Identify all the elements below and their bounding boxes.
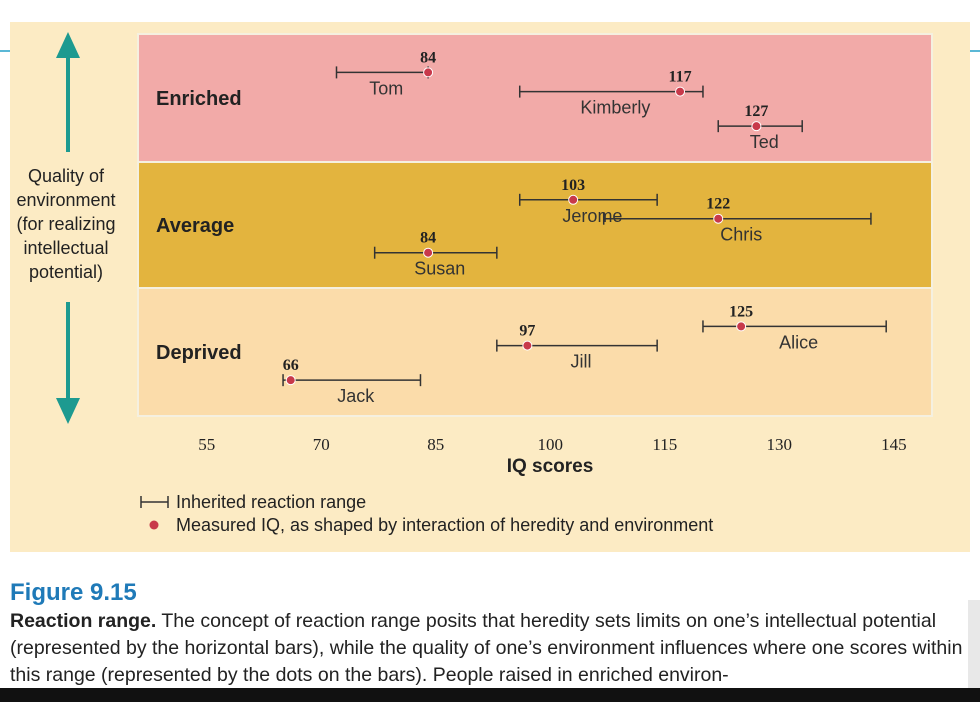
x-axis-title: IQ scores [507,456,594,477]
x-tick-label: 70 [313,435,330,454]
person-jack: 66 Jack [282,357,422,406]
row-band-deprived [137,287,933,417]
person-jerome: 103 Jerome [518,177,658,226]
person-name-label: Alice [779,332,818,352]
person-jill: 97 Jill [496,323,658,372]
row-bands: Enriched Average Deprived [137,33,933,417]
iq-value-label: 84 [420,49,436,66]
iq-dot [568,194,579,205]
person-susan: 84 Susan [373,230,498,279]
row-label-deprived: Deprived [156,342,242,364]
caption-body: Reaction range. The concept of reaction … [10,608,970,689]
figure-title: Figure 9.15 [10,579,137,606]
figure-caption: Figure 9.15 Reaction range. The concept … [10,578,970,689]
x-ticks: 55 70 85 100 115 130 145 [198,435,906,454]
x-tick-label: 130 [767,435,793,454]
y-label-line: environment [16,190,115,210]
left-edge-line [0,50,12,52]
person-ted: 127 Ted [717,103,803,152]
person-name-label: Kimberly [580,98,650,118]
iq-dot [736,321,747,332]
x-tick-label: 85 [427,435,444,454]
person-name-label: Ted [750,132,779,152]
iq-dot [423,247,434,258]
legend: Inherited reaction range Measured IQ, as … [140,492,713,535]
iq-value-label: 66 [283,357,299,374]
person-name-label: Tom [369,78,403,98]
caption-text: The concept of reaction range posits tha… [10,610,963,686]
person-kimberly: 117 Kimberly [518,69,704,118]
iq-dot [713,213,724,224]
row-band-enriched [137,33,933,163]
legend-label: Inherited reaction range [176,492,366,512]
row-label-average: Average [156,215,234,237]
row-band-average [137,161,933,289]
person-name-label: Susan [414,259,465,279]
y-label-line: Quality of [28,166,105,186]
iq-dot [423,67,434,78]
iq-value-label: 97 [519,323,535,340]
person-tom: 84 Tom [335,49,436,98]
x-tick-label: 100 [538,435,564,454]
arrow-down-head [56,398,80,424]
y-label-line: (for realizing [16,214,115,234]
y-label-line: intellectual [23,238,108,258]
bottom-bar [0,688,980,702]
side-scrollbar [968,600,980,690]
y-axis-label: Quality of environment (for realizing intel… [16,166,115,282]
iq-value-label: 103 [561,177,585,194]
person-name-label: Jack [337,386,375,406]
iq-dot [751,121,762,132]
x-tick-label: 115 [652,435,677,454]
legend-label: Measured IQ, as shaped by interaction of… [176,515,713,535]
iq-value-label: 117 [668,69,691,86]
caption-lead: Reaction range. [10,610,157,632]
x-tick-label: 145 [881,435,907,454]
y-label-line: potential) [29,262,103,282]
person-name-label: Jerome [562,206,622,226]
iq-value-label: 125 [729,303,753,320]
right-edge-line [968,50,980,52]
reaction-range-chart: Enriched Average Deprived Quality of enviro… [16,32,933,535]
quality-arrow [56,32,80,424]
iq-dot [285,375,296,386]
legend-dot-swatch [149,520,159,530]
row-label-enriched: Enriched [156,88,242,110]
arrow-up-head [56,32,80,58]
iq-value-label: 84 [420,230,436,247]
person-name-label: Jill [570,352,591,372]
iq-value-label: 122 [706,196,730,213]
x-tick-label: 55 [198,435,215,454]
person-chris: 122 Chris [602,196,872,245]
iq-dot [675,86,686,97]
iq-dot [522,340,533,351]
person-alice: 125 Alice [702,303,887,352]
figure-panel: Enriched Average Deprived Quality of enviro… [10,22,970,552]
person-name-label: Chris [720,225,762,245]
iq-value-label: 127 [744,103,768,120]
